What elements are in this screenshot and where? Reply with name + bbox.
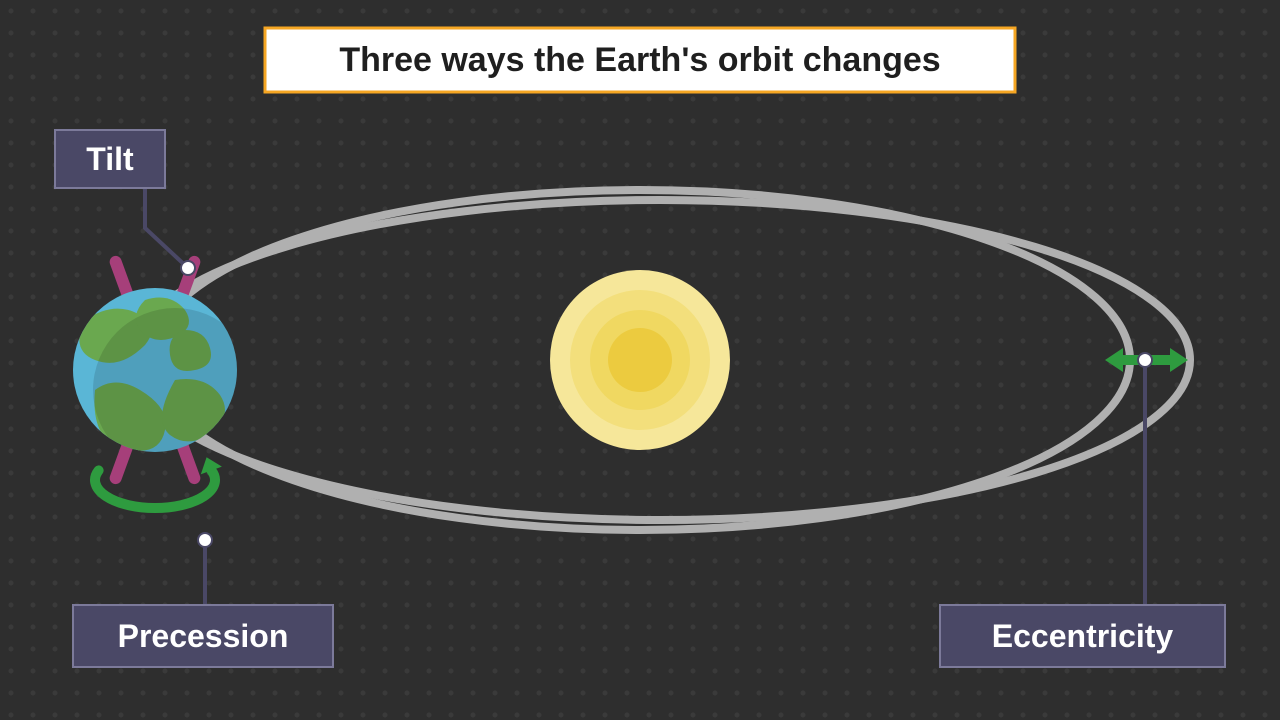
label-dot bbox=[1138, 353, 1152, 367]
title-text: Three ways the Earth's orbit changes bbox=[339, 41, 940, 79]
label-text: Tilt bbox=[86, 141, 134, 177]
sun bbox=[550, 270, 730, 450]
sun-ring-3 bbox=[608, 328, 672, 392]
diagram-canvas: Three ways the Earth's orbit changes Tilt… bbox=[0, 0, 1280, 720]
label-text: Eccentricity bbox=[992, 618, 1174, 654]
label-dot bbox=[181, 261, 195, 275]
label-text: Precession bbox=[118, 618, 289, 654]
label-dot bbox=[198, 533, 212, 547]
